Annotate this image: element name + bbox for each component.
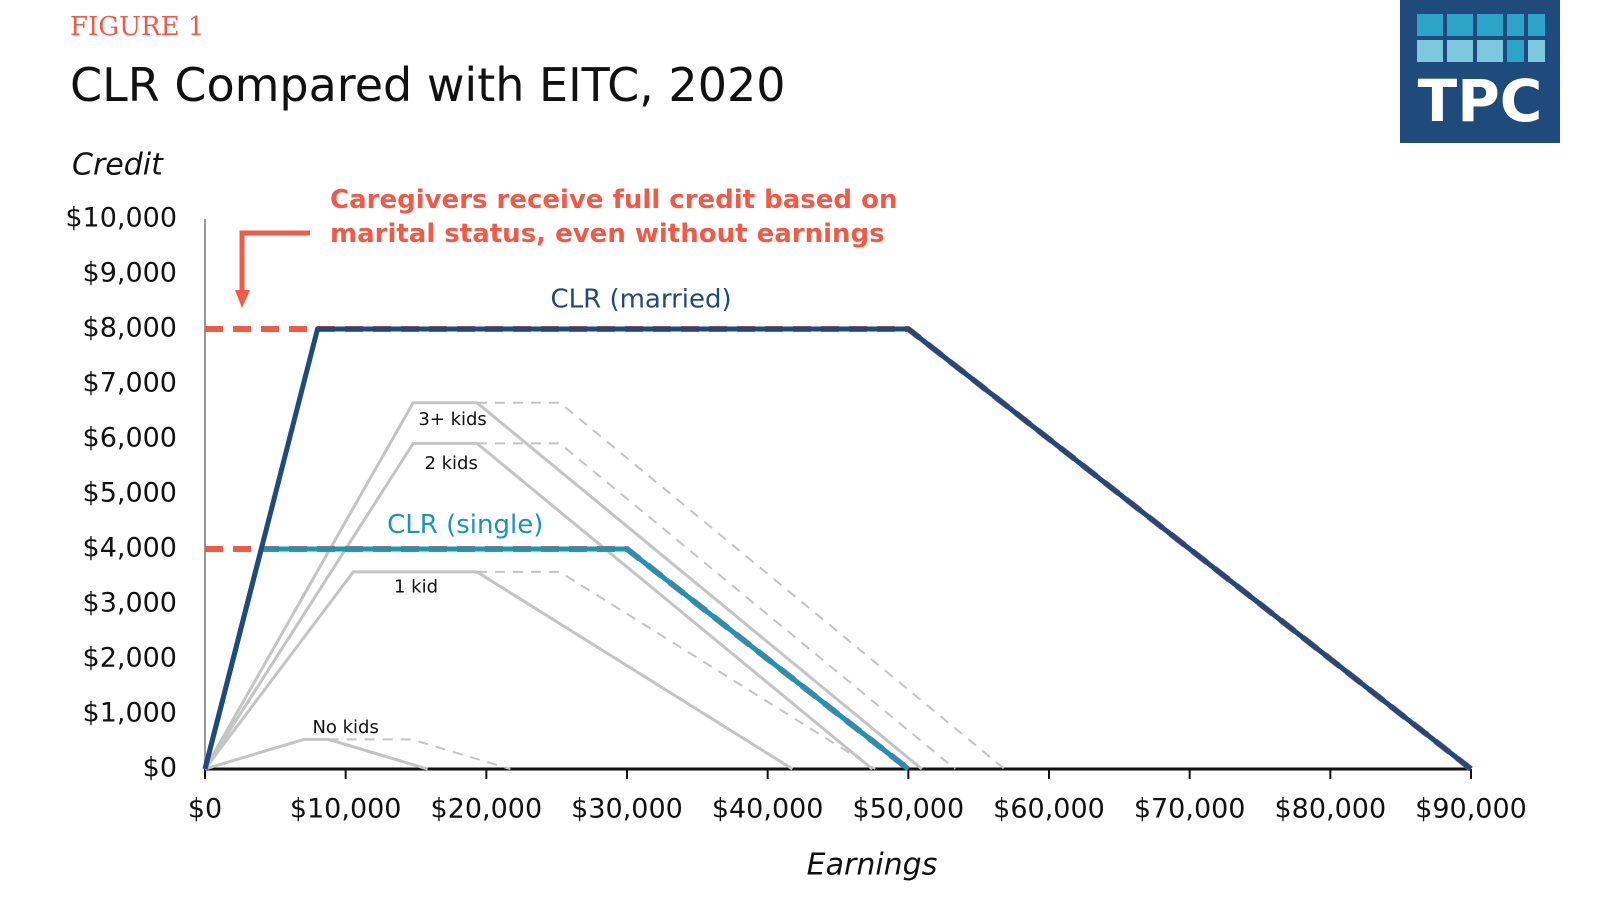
x-tick-label: $30,000 — [571, 794, 683, 825]
dashed-line — [476, 401, 1006, 770]
x-tick-label: $0 — [188, 794, 222, 825]
y-tick-label: $5,000 — [83, 478, 177, 509]
annotation: Caregivers receive full credit based on … — [330, 185, 898, 249]
dashed-line — [476, 442, 956, 770]
y-tick-label: $6,000 — [83, 423, 177, 454]
series-label: 3+ kids — [418, 409, 486, 430]
dashed-line — [328, 738, 511, 770]
series-label: CLR (single) — [387, 510, 543, 540]
logo-grid — [1417, 14, 1545, 62]
line — [204, 737, 428, 771]
line — [203, 401, 923, 771]
x-tick-label: $90,000 — [1415, 794, 1527, 825]
series-label: No kids — [312, 717, 378, 738]
y-tick-label: $9,000 — [83, 258, 177, 289]
figure-label: FIGURE 1 — [70, 12, 205, 42]
series-label: 2 kids — [424, 453, 477, 474]
x-tick-label: $60,000 — [993, 794, 1105, 825]
logo-text: TPC — [1417, 67, 1543, 135]
series-label: CLR (married) — [550, 284, 731, 314]
y-tick-label: $2,000 — [83, 643, 177, 674]
y-tick-label: $1,000 — [83, 698, 177, 729]
logo: TPC — [1400, 0, 1560, 143]
y-tick-label: $3,000 — [83, 588, 177, 619]
y-tick-label: $0 — [143, 753, 177, 784]
line — [203, 441, 874, 771]
x-tick-label: $20,000 — [431, 794, 543, 825]
y-tick-label: $8,000 — [83, 313, 177, 344]
arrow-head — [235, 290, 250, 308]
x-tick-label: $70,000 — [1134, 794, 1246, 825]
x-tick-label: $40,000 — [712, 794, 824, 825]
x-tick-label: $50,000 — [853, 794, 965, 825]
y-axis-label: Credit — [72, 148, 164, 183]
dashed-line — [476, 570, 876, 770]
line — [202, 326, 1473, 771]
y-tick-label: $4,000 — [83, 533, 177, 564]
arrow — [239, 230, 310, 292]
y-tick-label: $7,000 — [83, 368, 177, 399]
y-tick-label: $10,000 — [65, 203, 177, 234]
line — [203, 570, 794, 771]
series-label: 1 kid — [394, 577, 438, 598]
chart-title: CLR Compared with EITC, 2020 — [70, 58, 786, 112]
x-axis-label: Earnings — [807, 848, 938, 883]
x-tick-label: $10,000 — [290, 794, 402, 825]
x-tick-label: $80,000 — [1275, 794, 1387, 825]
